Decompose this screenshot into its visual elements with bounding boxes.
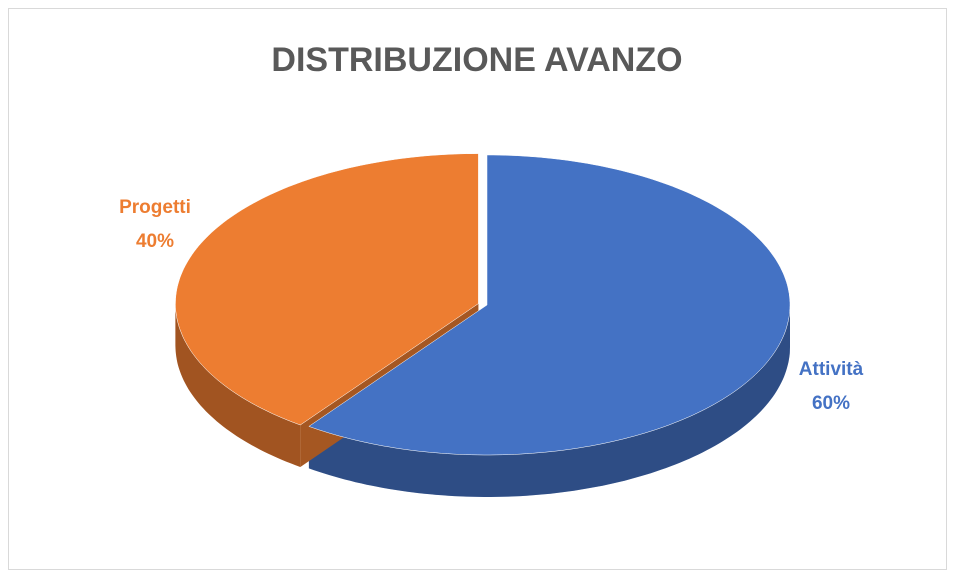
pie-slice: [308, 154, 791, 456]
slice-shade: [175, 303, 301, 467]
data-label-value: 60%: [812, 393, 850, 414]
pie-slice: [175, 153, 479, 426]
data-label-value: 40%: [136, 231, 174, 252]
slice-side: [308, 305, 790, 497]
slice-shade: [308, 305, 790, 497]
slice-side: [175, 303, 301, 467]
data-label-category: Progetti: [119, 197, 191, 218]
data-label-category: Attività: [799, 359, 864, 380]
chart-title: DISTRIBUZIONE AVANZO: [271, 41, 682, 79]
